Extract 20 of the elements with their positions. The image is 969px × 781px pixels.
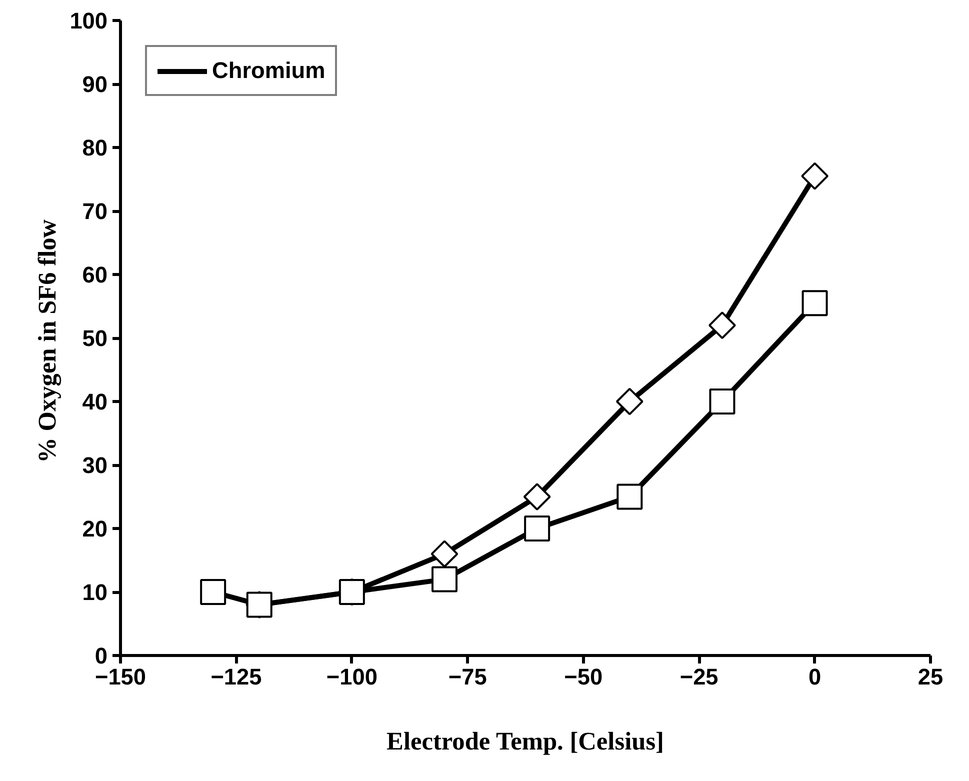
y-tick-label: 90	[82, 71, 108, 97]
x-tick-label: −75	[448, 664, 487, 690]
x-tick-label: −50	[564, 664, 603, 690]
y-tick-label: 80	[82, 134, 108, 160]
y-tick-label: 100	[70, 8, 108, 34]
x-tick-label: −125	[210, 664, 262, 690]
y-tick-label: 60	[82, 262, 108, 288]
x-tick-label: 0	[808, 664, 822, 690]
y-tick-label: 50	[82, 325, 108, 351]
y-tick-label: 70	[82, 198, 108, 224]
y-tick-label: 10	[82, 579, 108, 605]
y-tick-label: 40	[82, 388, 108, 414]
x-tick-label: −25	[680, 664, 718, 690]
x-tick-label: −100	[326, 664, 378, 690]
y-tick-label: 20	[82, 516, 108, 542]
y-axis-title: % Oxygen in SF6 flow	[34, 218, 62, 463]
x-axis-title: Electrode Temp. [Celsius]	[386, 728, 664, 756]
legend-label: Chromium	[212, 57, 326, 84]
x-tick-label: 25	[918, 664, 944, 690]
y-tick-label: 30	[82, 452, 108, 478]
